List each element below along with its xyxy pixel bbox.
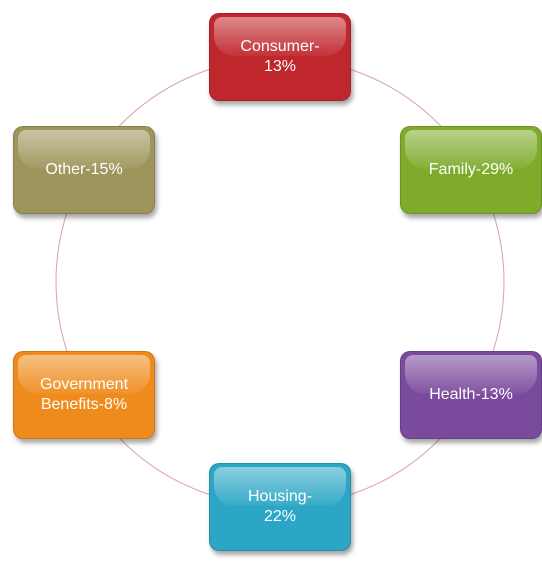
cycle-node: Health-13%: [400, 351, 542, 439]
node-label: Government Benefits-8%: [39, 376, 129, 413]
node-label: Family-29%: [428, 161, 514, 178]
cycle-node: Consumer- 13%: [209, 13, 351, 101]
node-label: Health-13%: [429, 386, 513, 403]
node-label: Other-15%: [45, 161, 123, 178]
cycle-node: Family-29%: [400, 126, 542, 214]
cycle-node: Government Benefits-8%: [13, 351, 155, 439]
cycle-node: Other-15%: [13, 126, 155, 214]
cycle-node: Housing- 22%: [209, 463, 351, 551]
node-label: Housing- 22%: [247, 488, 313, 525]
node-label: Consumer- 13%: [240, 38, 320, 75]
